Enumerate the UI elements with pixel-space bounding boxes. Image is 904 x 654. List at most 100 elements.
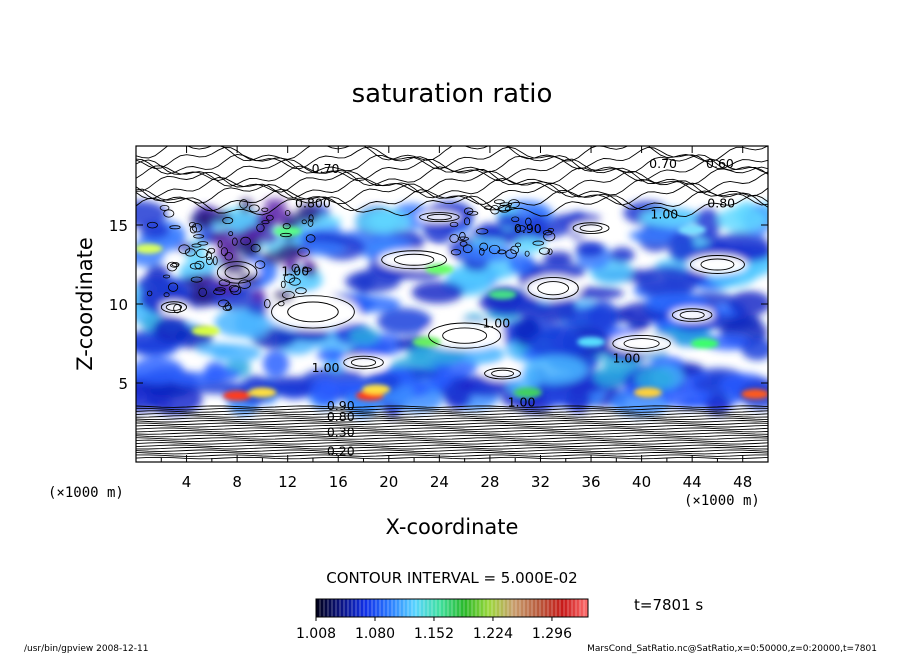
hotspot	[741, 389, 768, 400]
convective-blob	[284, 255, 298, 274]
contour-loop	[689, 255, 745, 274]
x-tick-label: 32	[531, 473, 550, 491]
contour-labels: 0.70 0.70 0.60 0.800 0.80 1.00 0.90 1.00 1.00 1.0…	[281, 156, 735, 459]
contour-label: 0.70	[312, 161, 340, 176]
contour-label: 0.90	[514, 221, 542, 236]
contour-loop	[381, 250, 447, 270]
contour-loop	[178, 244, 191, 254]
field-blob	[639, 208, 701, 228]
contour-loop	[463, 217, 471, 226]
contour-line	[136, 434, 768, 438]
hotspot	[248, 387, 277, 398]
contour-loop	[308, 214, 314, 222]
field-blob	[508, 253, 535, 275]
contour-line	[136, 158, 768, 182]
contour-loop	[218, 279, 231, 287]
field-blob	[136, 398, 158, 412]
hotspot	[223, 390, 252, 401]
contour-loop	[483, 205, 493, 210]
unsaturated-region	[378, 249, 451, 270]
colorbar-tick-label: 1.152	[414, 626, 454, 642]
contour-line	[136, 407, 768, 411]
contour-label: 0.20	[327, 444, 355, 459]
contour-loop	[264, 299, 271, 309]
convective-blob	[213, 228, 240, 249]
hotspot	[513, 387, 542, 398]
unsaturated-region	[687, 254, 748, 275]
field-blob	[153, 316, 190, 343]
footer-left: /usr/bin/gpview 2008-12-11	[24, 644, 148, 654]
hotspot	[678, 224, 707, 235]
contour-line	[136, 412, 768, 416]
contour-loop	[288, 277, 301, 286]
contour-loop	[240, 236, 251, 246]
contour-loop	[484, 367, 522, 380]
y-axis-label: Z-coordinate	[73, 237, 97, 371]
contour-loop	[277, 300, 285, 307]
contour-loop	[476, 228, 489, 235]
contour-loop	[224, 265, 250, 280]
convective-blob	[211, 210, 232, 225]
contour-line	[136, 432, 768, 435]
field-blob	[636, 266, 698, 298]
contour-loop	[191, 223, 203, 233]
contour-loop	[505, 249, 517, 259]
plot-area: 0.70 0.70 0.60 0.800 0.80 1.00 0.90 1.00 1.00 1.0…	[136, 146, 768, 462]
hotspot	[488, 289, 517, 300]
contour-loop	[228, 284, 240, 293]
contour-loop	[163, 292, 170, 298]
footer-right: MarsCond_SatRatio.nc@SatRatio,x=0:50000,…	[587, 644, 877, 654]
unsaturated-region	[266, 293, 359, 330]
contour-loop	[457, 236, 469, 241]
contour-loop	[218, 299, 230, 308]
contour-loop	[442, 327, 488, 344]
contour-loop	[206, 256, 213, 266]
colorbar-tick-label: 1.224	[473, 626, 513, 642]
contour-label: 0.60	[706, 156, 734, 171]
contour-loop	[224, 302, 232, 311]
unsaturated-region	[341, 355, 386, 370]
contour-loop	[230, 285, 242, 296]
unsaturated-region	[571, 222, 612, 235]
contour-loop	[271, 295, 355, 329]
y-axis: 5 10 15	[109, 217, 768, 393]
field-blob	[528, 261, 586, 282]
hotspot	[577, 336, 606, 347]
contour-loop	[527, 276, 579, 300]
contour-loop	[280, 280, 286, 289]
contour-loop	[491, 369, 515, 378]
contour-loop	[671, 308, 713, 322]
contour-loop	[250, 243, 261, 253]
field-blob	[634, 367, 675, 392]
field-blob	[262, 350, 290, 378]
contour-loop	[222, 217, 234, 225]
contour-loop	[543, 231, 556, 242]
contour-loop	[579, 224, 603, 232]
contour-loop	[254, 260, 266, 269]
contour-loop	[284, 210, 291, 216]
contour-line	[136, 146, 768, 170]
contour-interval: CONTOUR INTERVAL = 5.000E-02	[326, 569, 577, 587]
contour-line	[136, 194, 768, 218]
contour-label: 0.800	[295, 196, 331, 211]
convective-blob	[273, 290, 294, 303]
contour-line	[136, 405, 768, 408]
contour-loop	[297, 247, 310, 257]
convective-blob	[263, 198, 287, 209]
contour-loop	[191, 243, 202, 248]
contour-loop	[504, 206, 512, 212]
contour-label: 1.00	[613, 350, 641, 365]
contour-loop	[428, 322, 502, 349]
x-tick-label: 36	[581, 473, 600, 491]
convective-blob	[197, 273, 219, 284]
contour-label: 1.00	[650, 207, 678, 222]
contour-loop	[419, 212, 460, 223]
contour-loop	[163, 209, 175, 218]
contour-line	[136, 442, 768, 445]
field-blob	[137, 274, 174, 295]
contour-label: 0.70	[649, 156, 677, 171]
contour-label: 1.00	[508, 395, 536, 410]
contour-label: 1.00	[281, 264, 309, 279]
contour-line	[136, 447, 768, 450]
